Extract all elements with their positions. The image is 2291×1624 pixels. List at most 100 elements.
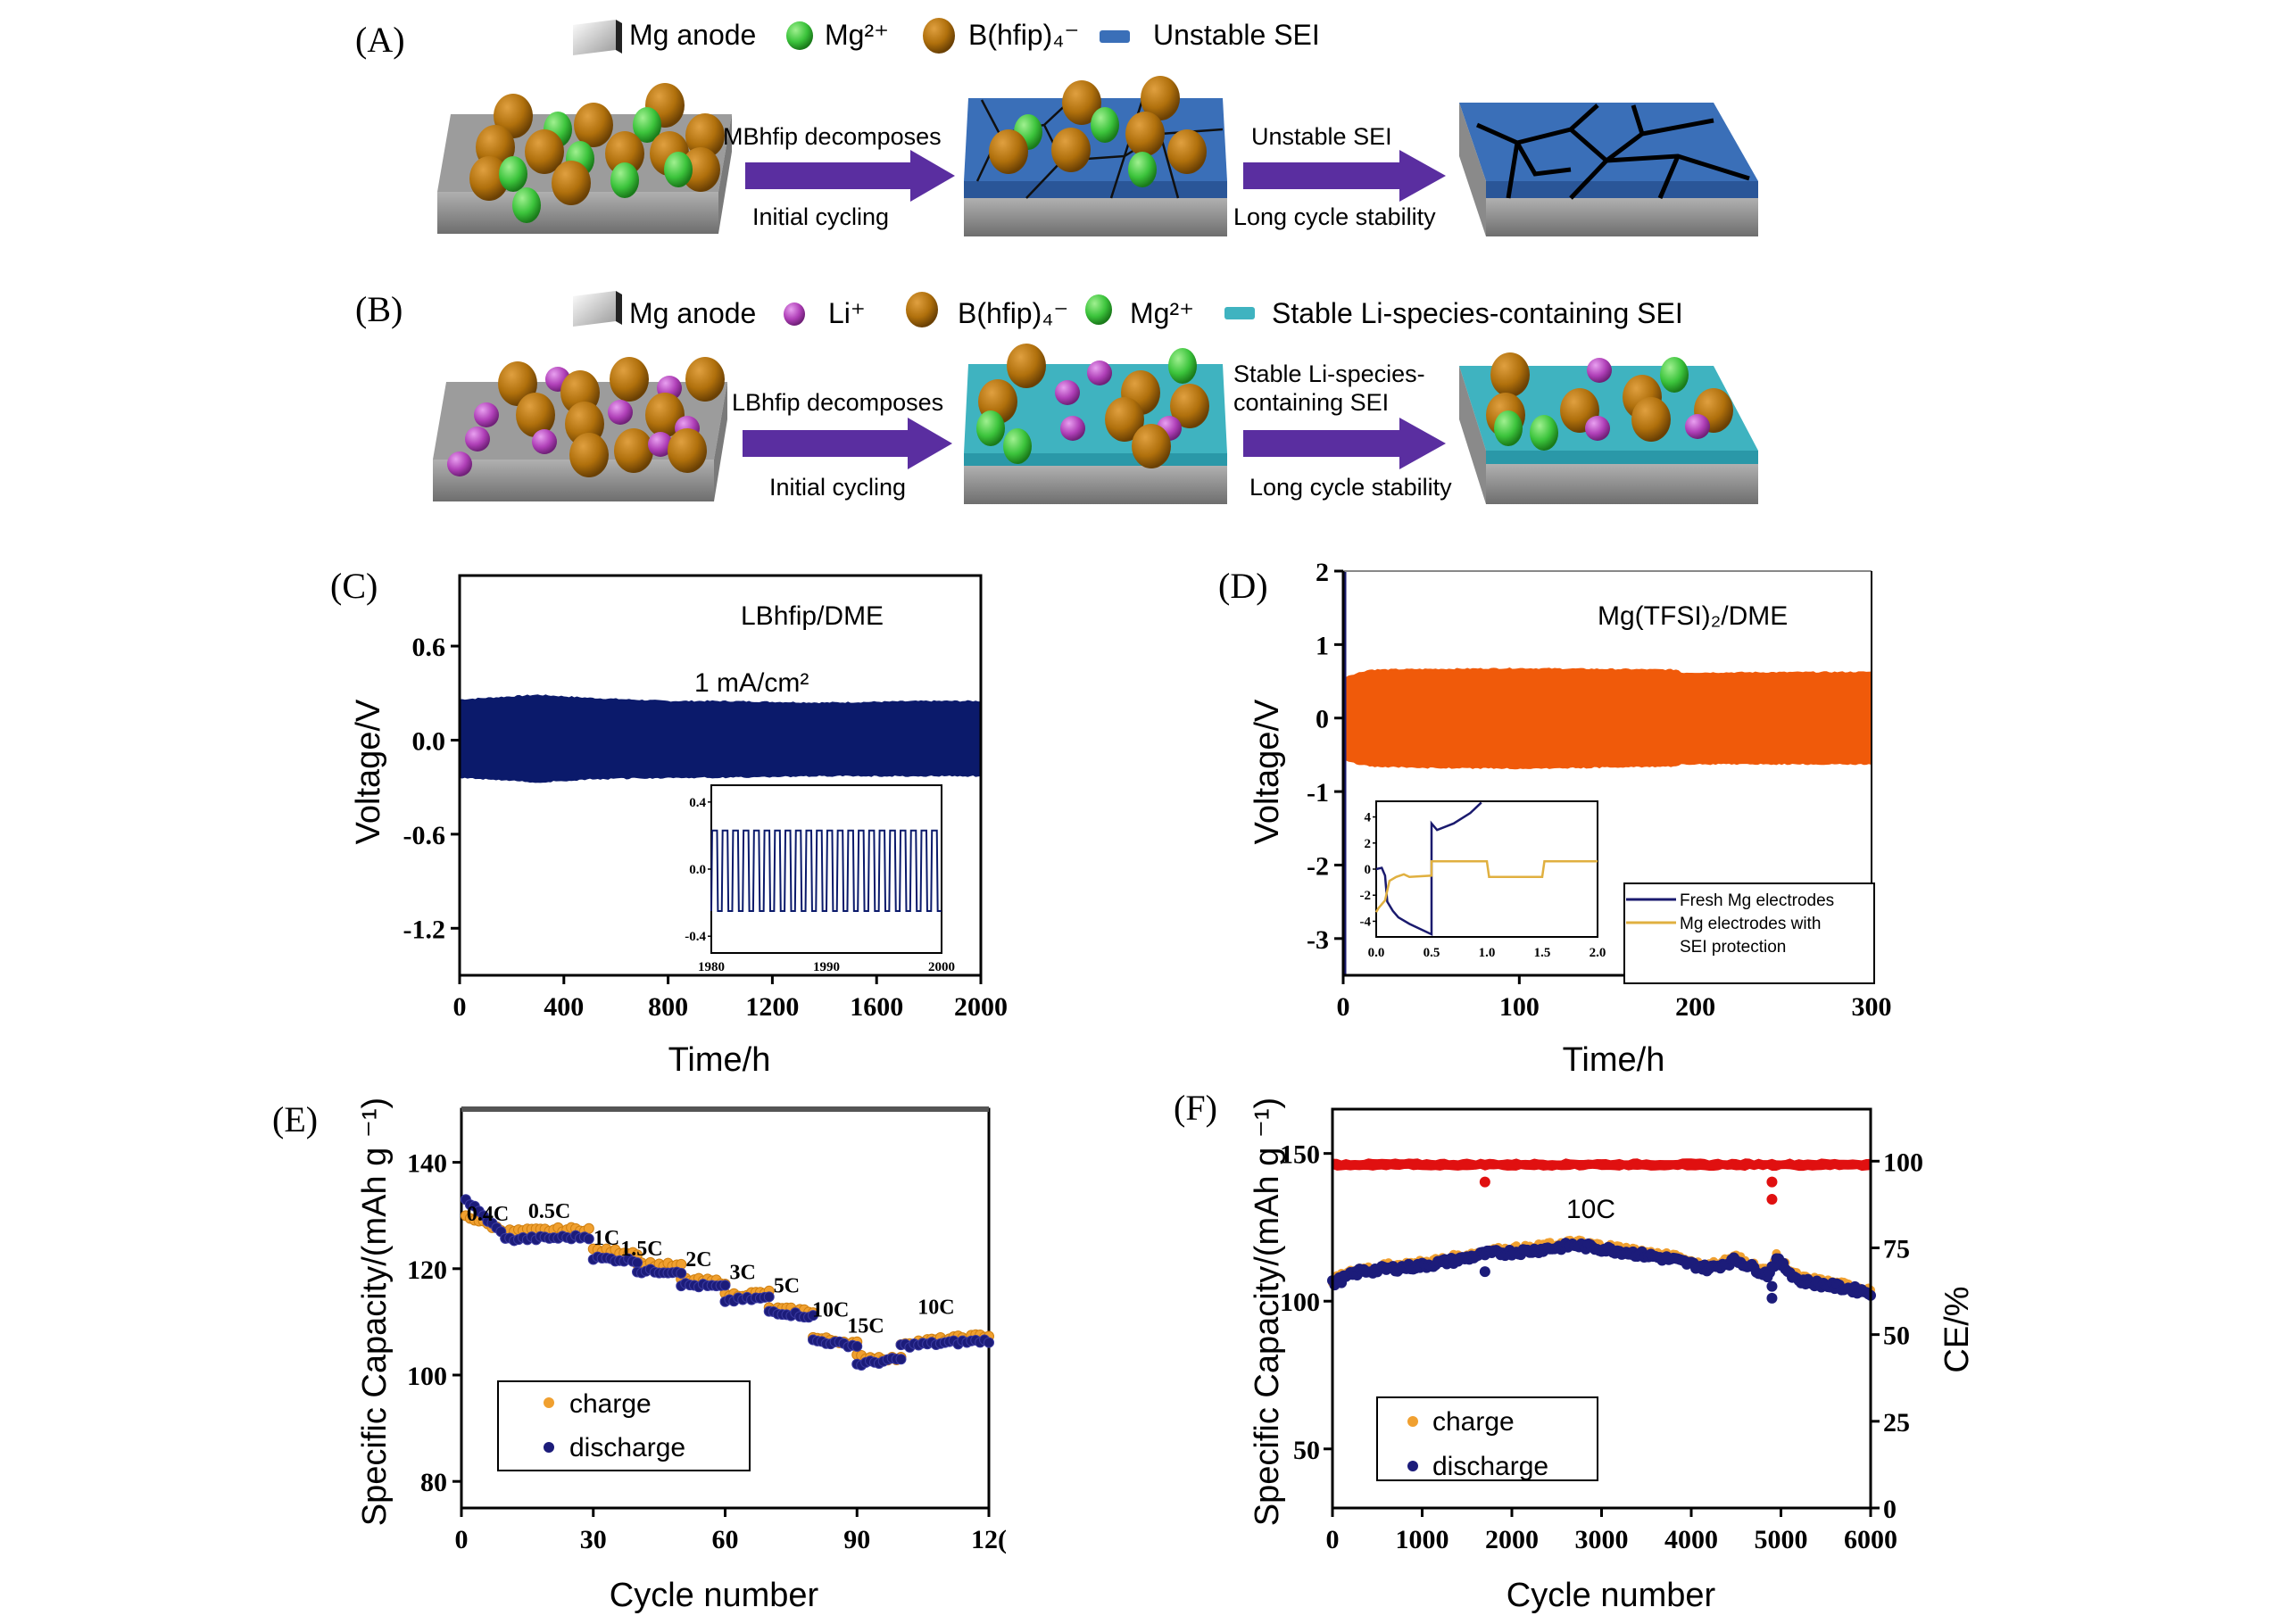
li-ion-sphere <box>532 429 557 454</box>
c-rate-label: 0.4C <box>467 1203 509 1226</box>
panel-a-step2-top-label: Unstable SEI <box>1251 123 1392 150</box>
chart-c-frame <box>458 574 983 977</box>
c-rate-label: 0.5C <box>528 1200 570 1223</box>
c-rate-label: 10C <box>812 1298 849 1322</box>
bhfip-anion-sphere <box>574 103 613 147</box>
chart-f-ylabel-right: CE/% <box>1938 1286 1976 1372</box>
li-ion-sphere <box>465 427 490 452</box>
mg-anode-block-icon <box>573 20 622 55</box>
y-tick-label: -2 <box>1307 851 1329 881</box>
panel-b-arrow-long-cycling <box>1243 418 1446 469</box>
inset-legend-label: Mg electrodes with <box>1680 915 1821 933</box>
y-tick-label: 100 <box>1280 1288 1320 1317</box>
y-tick-label: 1 <box>1316 631 1329 660</box>
panel-c-chart: (C) 0 400 800 1200 1600 2000 0.6 0.0 -0.6 -1.2 198… <box>330 566 1008 1079</box>
bhfip-anion-sphere <box>569 433 609 477</box>
x-tick-label: 4000 <box>1664 1525 1718 1554</box>
bhfip-anion-sphere <box>1007 344 1046 388</box>
legend-label-mg-anode: Mg anode <box>629 297 756 329</box>
inset-x-tick-label: 2000 <box>928 960 955 974</box>
y-right-tick-label: 0 <box>1883 1495 1897 1524</box>
legend-label-discharge: discharge <box>569 1433 685 1462</box>
panel-b-legend: Mg anode Li⁺ B(hfip)₄⁻ Mg²⁺ Stable Li-sp… <box>573 291 1683 329</box>
bhfip-anion-sphere <box>610 357 649 402</box>
c-rate-label: 10C <box>917 1296 954 1319</box>
inset-y-tick-label: 2 <box>1365 837 1372 851</box>
legend-marker-discharge <box>544 1442 554 1453</box>
mg2-ion-sphere <box>499 156 527 192</box>
chart-e-ylabel: Specific Capacity/(mAh g ⁻¹) <box>356 1098 394 1526</box>
bhfip-anion-sphere <box>614 428 653 473</box>
panel-b-step1-top-label: LBhfip decomposes <box>732 389 943 416</box>
chart-f-ylabel: Specific Capacity/(mAh g ⁻¹) <box>1249 1098 1286 1526</box>
inset-x-tick-label: 0.0 <box>1368 946 1385 960</box>
legend-label-stable-sei: Stable Li-species-containing SEI <box>1272 297 1683 329</box>
chart-e-xlabel: Cycle number <box>610 1577 819 1614</box>
panel-letter-c: (C) <box>330 566 378 606</box>
c-rate-label: 3C <box>730 1262 756 1285</box>
legend-label-mg2: Mg²⁺ <box>825 19 889 51</box>
chart-d-title: Mg(TFSI)₂/DME <box>1598 601 1788 631</box>
charge-point <box>583 1222 594 1234</box>
panel-b-arrow-initial-cycling <box>743 418 952 469</box>
panel-b-schematic: (B) Mg anode Li⁺ B(hfip)₄⁻ Mg²⁺ Stable L… <box>355 289 1758 504</box>
panel-letter-a: (A) <box>355 20 405 60</box>
panel-letter-d: (D) <box>1218 566 1268 606</box>
inset-y-tick-label: -0.4 <box>685 930 706 944</box>
x-tick-label: 0 <box>1337 992 1350 1022</box>
legend-marker-charge <box>1407 1416 1418 1427</box>
bhfip-anion-sphere <box>525 129 564 174</box>
mg2-ion-sphere <box>633 107 661 143</box>
bhfip-anion-sphere <box>685 357 725 402</box>
mg2-ion-sphere <box>1091 107 1119 143</box>
discharge-point <box>676 1267 687 1279</box>
panel-b-step2-top-label-line1: Stable Li-species- <box>1233 360 1425 387</box>
x-tick-label: 60 <box>712 1525 739 1554</box>
bhfip-anion-sphere <box>516 393 555 437</box>
x-tick-label: 200 <box>1675 992 1715 1022</box>
mg2-ion-sphere <box>1660 357 1689 393</box>
chart-c-ylabel: Voltage/V <box>350 699 387 844</box>
inset-x-tick-label: 0.5 <box>1424 946 1440 960</box>
bhfip-anion-sphere <box>1490 352 1530 397</box>
x-tick-label: 30 <box>580 1525 607 1554</box>
mg2-ion-green-sphere-icon <box>1085 294 1112 325</box>
ce-outlier-point <box>1479 1176 1490 1188</box>
chart-c-title: LBhfip/DME <box>741 601 884 631</box>
bhfip-anion-sphere <box>685 113 725 158</box>
inset-y-tick-label: 0 <box>1365 863 1372 877</box>
c-rate-label: 1C <box>594 1227 619 1250</box>
legend-label-mg2: Mg²⁺ <box>1130 297 1194 329</box>
x-tick-label: 3000 <box>1575 1525 1629 1554</box>
stable-sei-cyan-slab-icon <box>1224 307 1255 319</box>
x-tick-label: 6000 <box>1844 1525 1897 1554</box>
x-tick-label: 0 <box>1326 1525 1340 1554</box>
bhfip-anion-sphere <box>552 161 591 205</box>
li-ion-sphere <box>1585 416 1610 441</box>
c-rate-label: 5C <box>774 1275 800 1298</box>
discharge-outlier-point <box>1766 1292 1778 1304</box>
panel-d-chart: (D) 0 100 200 300 2 1 0 -1 -2 -3 0.0 0.5 1.0 1.5 2.0 4 2… <box>1218 558 1892 1079</box>
chart-c-annotation: 1 mA/cm² <box>694 668 809 698</box>
panel-b-step2-top-label-line2: containing SEI <box>1233 389 1389 416</box>
x-tick-label: 1000 <box>1396 1525 1449 1554</box>
bhfip-anion-sphere <box>1062 80 1101 125</box>
li-ion-sphere <box>1685 414 1710 439</box>
li-ion-sphere <box>1055 380 1080 405</box>
chart-c-xlabel: Time/h <box>668 1041 771 1079</box>
li-ion-sphere <box>474 402 499 427</box>
y-right-tick-label: 75 <box>1883 1234 1910 1264</box>
li-ion-sphere <box>447 452 472 476</box>
y-tick-label: 0 <box>1316 705 1329 734</box>
inset-legend-label: SEI protection <box>1680 938 1786 957</box>
y-tick-label: 50 <box>1293 1436 1320 1465</box>
x-tick-label: 1600 <box>850 992 903 1022</box>
legend-label-charge: charge <box>1432 1407 1515 1437</box>
li-ion-sphere <box>648 432 673 457</box>
y-tick-label: 2 <box>1316 558 1329 587</box>
inset-y-tick-label: -4 <box>1360 915 1372 929</box>
bhfip-anion-sphere <box>1105 397 1144 442</box>
panel-b-slab-long-cycling <box>1459 352 1758 504</box>
inset-legend-label: Fresh Mg electrodes <box>1680 891 1834 910</box>
